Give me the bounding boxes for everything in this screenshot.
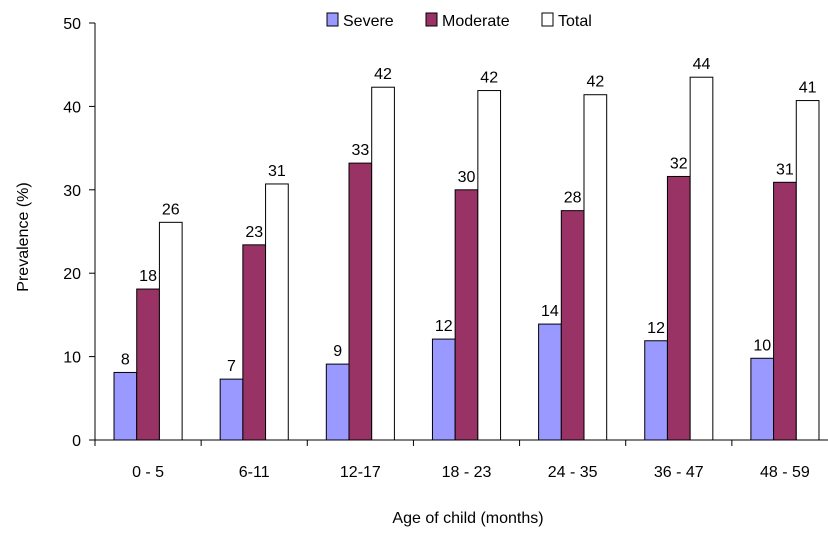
x-tick-label: 6-11 xyxy=(239,464,270,481)
bar-severe xyxy=(538,323,562,441)
y-tick-label: 10 xyxy=(63,350,81,367)
bar-moderate xyxy=(136,288,160,441)
data-label-moderate: 31 xyxy=(776,161,794,178)
data-label-total: 41 xyxy=(799,80,817,97)
data-label-severe: 7 xyxy=(227,358,236,375)
y-tick-label: 0 xyxy=(72,433,81,450)
data-label-total: 42 xyxy=(480,70,498,87)
bar-total xyxy=(371,86,395,441)
bar-total xyxy=(583,94,608,441)
bar-severe xyxy=(113,371,138,441)
x-tick-label: 0 - 5 xyxy=(132,464,164,481)
legend-swatch-total xyxy=(541,12,554,27)
bar-total xyxy=(477,90,502,441)
data-label-severe: 14 xyxy=(541,303,559,320)
bar-severe xyxy=(325,363,350,441)
y-tick-label: 30 xyxy=(63,183,81,200)
data-label-moderate: 23 xyxy=(245,224,263,241)
bar-severe xyxy=(644,340,668,441)
legend-label-moderate: Moderate xyxy=(442,13,510,30)
x-tick-label: 36 - 47 xyxy=(654,464,704,481)
data-label-moderate: 30 xyxy=(458,169,476,186)
y-tick-label: 40 xyxy=(63,99,81,116)
data-label-total: 26 xyxy=(162,201,180,218)
data-label-moderate: 28 xyxy=(564,190,582,207)
bar-moderate xyxy=(666,175,691,441)
data-label-severe: 12 xyxy=(647,320,665,337)
bar-severe xyxy=(750,357,775,441)
legend-label-total: Total xyxy=(558,13,592,30)
data-label-total: 44 xyxy=(693,56,711,73)
bar-severe xyxy=(219,378,244,441)
data-label-severe: 12 xyxy=(435,318,453,335)
x-tick-label: 18 - 23 xyxy=(442,464,492,481)
x-tick-label: 48 - 59 xyxy=(760,464,810,481)
bar-moderate xyxy=(454,189,479,441)
bar-total xyxy=(158,221,183,441)
legend-label-severe: Severe xyxy=(343,13,394,30)
data-label-moderate: 33 xyxy=(351,142,369,159)
legend-swatch-severe xyxy=(326,12,339,27)
legend: Severe Moderate Total xyxy=(326,12,592,30)
bar-total xyxy=(265,183,289,441)
legend-swatch-moderate xyxy=(425,12,438,27)
data-labels: 8 18 26 7 23 31 9 33 42 12 30 42 14 28 42 12 32 44 10 31 41 xyxy=(121,56,817,375)
y-tick-label: 20 xyxy=(63,266,81,283)
x-tick-label: 12-17 xyxy=(340,464,381,481)
data-label-total: 42 xyxy=(374,66,392,83)
data-label-severe: 9 xyxy=(333,343,342,360)
bar-severe xyxy=(431,338,456,441)
bar-moderate xyxy=(348,162,373,441)
axes: 0 10 20 30 40 50 0 - 5 6-11 12-17 18 - 23 24 - 35 3… xyxy=(63,16,828,481)
y-axis-title: Prevalence (%) xyxy=(15,182,32,291)
data-label-moderate: 32 xyxy=(670,155,688,172)
data-label-moderate: 18 xyxy=(139,268,157,285)
bar-total xyxy=(689,76,714,441)
bar-moderate xyxy=(560,210,585,441)
x-tick-label: 24 - 35 xyxy=(548,464,598,481)
data-label-total: 31 xyxy=(268,163,286,180)
y-tick-label: 50 xyxy=(63,16,81,33)
bar-moderate xyxy=(242,244,267,441)
data-label-total: 42 xyxy=(586,74,604,91)
data-label-severe: 8 xyxy=(121,351,130,368)
x-axis-title: Age of child (months) xyxy=(392,510,543,527)
bars xyxy=(113,76,820,441)
data-label-severe: 10 xyxy=(753,337,771,354)
bar-moderate xyxy=(773,181,797,441)
bar-total xyxy=(795,100,820,441)
